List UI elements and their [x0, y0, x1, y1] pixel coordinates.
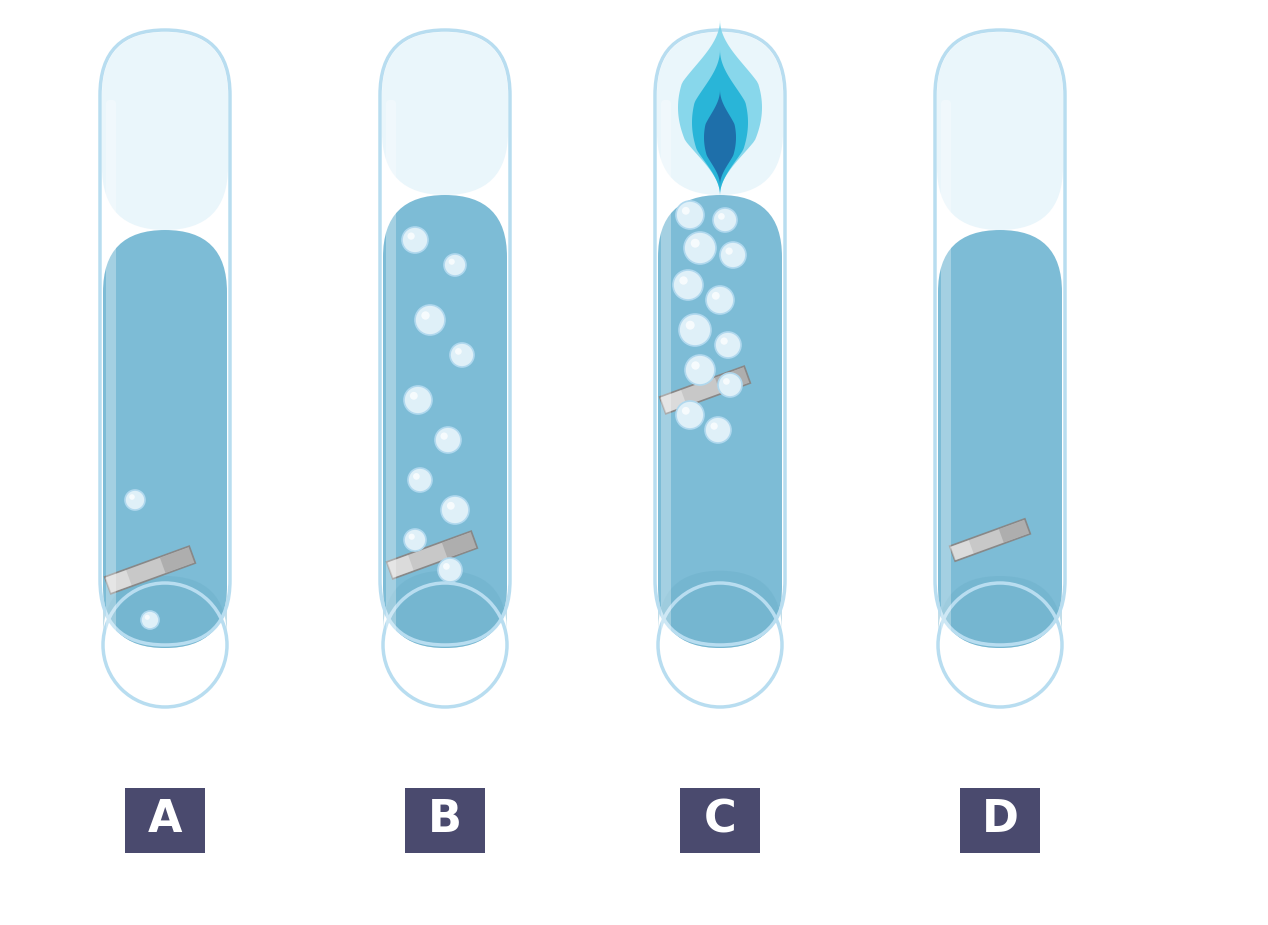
FancyBboxPatch shape — [103, 230, 227, 648]
Polygon shape — [950, 540, 974, 561]
Circle shape — [686, 321, 695, 329]
Polygon shape — [659, 390, 686, 413]
Circle shape — [691, 239, 700, 248]
Polygon shape — [387, 531, 477, 579]
Circle shape — [725, 248, 733, 254]
FancyBboxPatch shape — [937, 32, 1063, 230]
Circle shape — [678, 314, 711, 346]
Bar — [960, 787, 1040, 853]
FancyBboxPatch shape — [938, 576, 1063, 648]
Circle shape — [441, 496, 469, 524]
FancyBboxPatch shape — [103, 576, 227, 648]
Polygon shape — [715, 367, 751, 393]
Circle shape — [720, 338, 728, 345]
Circle shape — [680, 277, 687, 285]
Circle shape — [437, 558, 462, 582]
Circle shape — [449, 259, 455, 265]
Circle shape — [404, 386, 432, 414]
Circle shape — [682, 407, 690, 414]
FancyBboxPatch shape — [383, 195, 507, 648]
Circle shape — [440, 433, 448, 439]
Circle shape — [705, 417, 730, 443]
Circle shape — [444, 254, 467, 276]
Circle shape — [711, 292, 720, 300]
Bar — [680, 787, 760, 853]
FancyBboxPatch shape — [382, 32, 508, 195]
FancyBboxPatch shape — [661, 100, 671, 640]
Circle shape — [421, 312, 430, 320]
Circle shape — [676, 201, 704, 229]
FancyBboxPatch shape — [938, 230, 1063, 648]
FancyBboxPatch shape — [107, 100, 115, 640]
Circle shape — [718, 213, 725, 220]
Polygon shape — [678, 20, 762, 195]
Circle shape — [415, 305, 445, 335]
Circle shape — [715, 332, 741, 358]
Circle shape — [720, 242, 746, 268]
Circle shape — [673, 270, 702, 300]
FancyBboxPatch shape — [657, 32, 784, 195]
Polygon shape — [692, 50, 748, 195]
Bar — [404, 787, 484, 853]
Circle shape — [443, 563, 450, 570]
Polygon shape — [659, 366, 751, 413]
Circle shape — [407, 232, 415, 240]
Polygon shape — [387, 555, 413, 578]
Circle shape — [691, 362, 700, 370]
FancyBboxPatch shape — [941, 100, 951, 640]
Circle shape — [713, 208, 737, 232]
Circle shape — [706, 286, 734, 314]
FancyBboxPatch shape — [101, 32, 228, 230]
Circle shape — [450, 343, 474, 367]
Circle shape — [408, 468, 432, 492]
Circle shape — [435, 427, 462, 453]
Circle shape — [682, 207, 690, 215]
Circle shape — [408, 534, 415, 540]
Text: A: A — [148, 798, 183, 842]
Circle shape — [404, 529, 426, 551]
Circle shape — [141, 611, 158, 629]
Circle shape — [723, 378, 730, 385]
Polygon shape — [443, 532, 477, 558]
Circle shape — [145, 615, 150, 620]
Circle shape — [683, 232, 716, 264]
Circle shape — [413, 473, 420, 480]
FancyBboxPatch shape — [385, 100, 396, 640]
Polygon shape — [999, 520, 1030, 542]
Polygon shape — [160, 547, 195, 573]
Circle shape — [676, 401, 704, 429]
Text: D: D — [981, 798, 1018, 842]
FancyBboxPatch shape — [658, 571, 782, 648]
FancyBboxPatch shape — [383, 571, 507, 648]
Text: B: B — [429, 798, 462, 842]
Polygon shape — [704, 90, 735, 185]
FancyBboxPatch shape — [658, 195, 782, 648]
Circle shape — [718, 373, 742, 397]
Polygon shape — [105, 546, 195, 594]
Polygon shape — [105, 570, 132, 593]
Polygon shape — [950, 519, 1031, 561]
Bar — [126, 787, 205, 853]
Circle shape — [410, 392, 417, 400]
Circle shape — [129, 494, 134, 500]
Circle shape — [685, 355, 715, 385]
Text: C: C — [704, 798, 737, 842]
Circle shape — [126, 490, 145, 510]
Circle shape — [710, 423, 718, 430]
Circle shape — [446, 502, 455, 510]
Circle shape — [455, 348, 462, 355]
Circle shape — [402, 227, 429, 253]
